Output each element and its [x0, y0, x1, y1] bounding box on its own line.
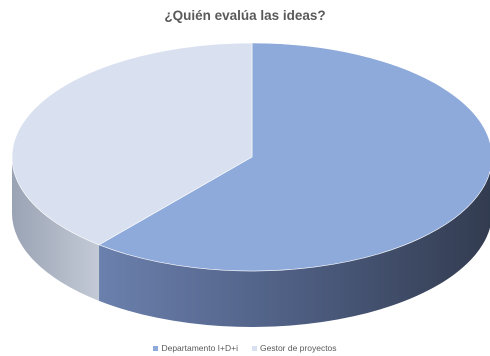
- pie-slice-1: [11, 42, 253, 246]
- pie-slice-side-1: [11, 157, 100, 301]
- legend-item-gestor: Gestor de proyectos: [252, 343, 337, 353]
- chart-title: ¿Quién evalúa las ideas?: [164, 8, 326, 23]
- pie-slice-0: [98, 42, 490, 272]
- pie-slice-side-0: [99, 171, 490, 327]
- legend: Departamento I+D+i Gestor de proyectos: [0, 343, 490, 353]
- pie-side-walls: [11, 157, 490, 327]
- legend-swatch-gestor: [252, 345, 257, 351]
- legend-item-departamento: Departamento I+D+i: [153, 343, 238, 353]
- legend-swatch-departamento: [153, 345, 159, 351]
- pie-top-faces: [11, 42, 490, 272]
- legend-label-gestor: Gestor de proyectos: [260, 343, 337, 353]
- legend-label-departamento: Departamento I+D+i: [161, 343, 238, 353]
